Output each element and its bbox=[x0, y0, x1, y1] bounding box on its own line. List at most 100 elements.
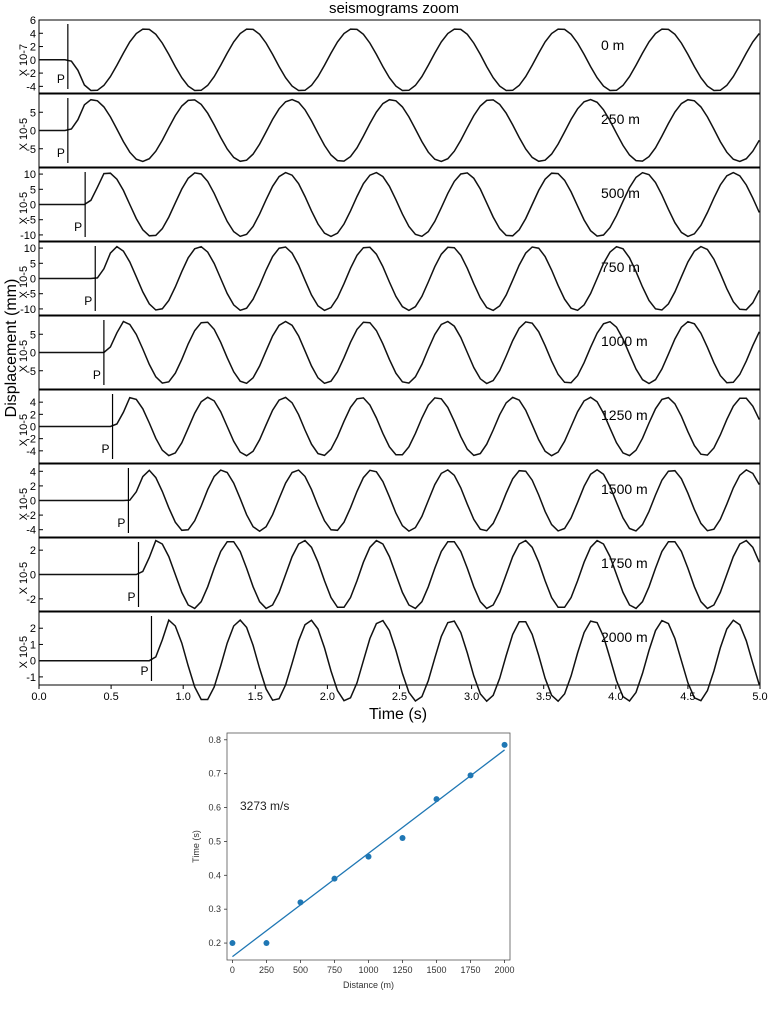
p-pick-label: P bbox=[117, 516, 125, 530]
trace-waveform bbox=[39, 468, 760, 533]
time-axis-tick-label: 3.5 bbox=[536, 691, 551, 703]
traveltime-point bbox=[501, 741, 508, 748]
trace-ytick-label: -4 bbox=[26, 446, 36, 458]
trace-ytick-label: -10 bbox=[20, 304, 36, 316]
trace-panel: -2 0 2X 10-5 1750 m P bbox=[18, 537, 761, 612]
trace-panel: -1 0 1 2X 10-5 2000 m P bbox=[18, 611, 761, 703]
time-tick-label: 0.2 bbox=[208, 938, 221, 948]
trace-ytick-label: -1 bbox=[26, 672, 36, 684]
trace-frame bbox=[38, 19, 761, 94]
traveltime-point bbox=[365, 853, 372, 860]
traveltime-point bbox=[331, 875, 338, 882]
trace-ytick-label: 2 bbox=[30, 409, 36, 421]
displacement-axis-label: Displacement (mm) bbox=[3, 279, 20, 418]
trace-ytick-label: 0 bbox=[30, 200, 36, 212]
time-tick-label: 0.8 bbox=[208, 735, 221, 745]
trace-ytick-label: -5 bbox=[26, 289, 36, 301]
distance-tick-label: 500 bbox=[293, 965, 308, 975]
trace-ytick-label: 5 bbox=[30, 329, 36, 341]
traveltime-point bbox=[297, 899, 304, 906]
trace-ytick-label: 2 bbox=[30, 481, 36, 493]
trace-ytick-label: -2 bbox=[26, 68, 36, 80]
trace-ytick-label: -2 bbox=[26, 510, 36, 522]
traveltime-plot: 0 250 500 750 1000 1250 1500 1750 2000 0.2 0.3 0.4 0… bbox=[191, 732, 515, 990]
time-axis-tick-label: 0.0 bbox=[31, 691, 46, 703]
scatter-frame bbox=[226, 732, 511, 961]
trace-waveform bbox=[39, 320, 760, 385]
distance-tick-label: 2000 bbox=[495, 965, 515, 975]
trace-distance-label: 0 m bbox=[601, 37, 624, 53]
trace-panel: -10 -5 0 5 10 X 10-5 500 m P bbox=[18, 167, 761, 242]
trace-frame bbox=[38, 463, 761, 538]
time-tick-label: 0.5 bbox=[208, 836, 221, 846]
time-axis-tick-label: 0.5 bbox=[103, 691, 118, 703]
distance-axis-label: Distance (m) bbox=[343, 980, 394, 990]
trace-ytick-label: 4 bbox=[30, 28, 36, 40]
p-pick-label: P bbox=[57, 72, 65, 86]
trace-ytick-label: 0 bbox=[30, 274, 36, 286]
time-axis-label: Time (s) bbox=[369, 706, 427, 723]
trace-ytick-label: -5 bbox=[26, 215, 36, 227]
p-pick-label: P bbox=[102, 442, 110, 456]
distance-tick-label: 1750 bbox=[461, 965, 481, 975]
p-pick-label: P bbox=[74, 220, 82, 234]
trace-ytick-label: -5 bbox=[26, 144, 36, 156]
trace-waveform bbox=[39, 396, 760, 457]
trace-scale-label: X 10-5 bbox=[18, 118, 30, 150]
trace-ytick-label: -5 bbox=[26, 366, 36, 378]
time-tick-label: 0.6 bbox=[208, 803, 221, 813]
trace-ytick-label: 2 bbox=[30, 545, 36, 557]
trace-ytick-label: 10 bbox=[24, 243, 36, 255]
trace-scale-label: X 10-5 bbox=[18, 192, 30, 224]
trace-ytick-label: 0 bbox=[30, 570, 36, 582]
trace-ytick-label: 6 bbox=[30, 15, 36, 27]
trace-scale-label: X 10-5 bbox=[18, 414, 30, 446]
trace-ytick-label: 2 bbox=[30, 623, 36, 635]
time-tick-label: 0.4 bbox=[208, 870, 221, 880]
trace-ytick-label: 0 bbox=[30, 656, 36, 668]
trace-ytick-label: 10 bbox=[24, 169, 36, 181]
trace-ytick-label: 2 bbox=[30, 42, 36, 54]
trace-scale-label: X 10-5 bbox=[18, 488, 30, 520]
traveltime-point bbox=[467, 772, 474, 779]
trace-ytick-label: 5 bbox=[30, 258, 36, 270]
velocity-annotation: 3273 m/s bbox=[240, 799, 289, 813]
trace-ytick-label: -4 bbox=[26, 525, 36, 537]
time-axis-tick-label: 1.5 bbox=[248, 691, 263, 703]
trace-ytick-label: 0 bbox=[30, 55, 36, 67]
traveltime-point bbox=[229, 940, 236, 947]
trace-ytick-label: 0 bbox=[30, 422, 36, 434]
trace-ytick-label: 0 bbox=[30, 348, 36, 360]
trace-distance-label: 1750 m bbox=[601, 555, 648, 571]
trace-panel: -5 0 5X 10-5 250 m P bbox=[18, 93, 761, 168]
trace-distance-label: 500 m bbox=[601, 185, 640, 201]
p-pick-label: P bbox=[93, 368, 101, 382]
trace-scale-label: X 10-5 bbox=[18, 340, 30, 372]
trace-waveform bbox=[39, 618, 761, 703]
trace-ytick-label: 0 bbox=[30, 126, 36, 138]
trace-ytick-label: 1 bbox=[30, 639, 36, 651]
trace-distance-label: 1250 m bbox=[601, 407, 648, 423]
trace-waveform bbox=[39, 171, 760, 238]
time-axis-tick-label: 5.0 bbox=[752, 691, 767, 703]
linear-fit-line bbox=[232, 749, 505, 958]
trace-ytick-label: -2 bbox=[26, 594, 36, 606]
time-axis: 0.0 0.5 1.0 1.5 2.0 2.5 3.0 3.5 4.0 4.5 5.0 bbox=[31, 685, 768, 703]
time-axis-tick-label: 1.0 bbox=[176, 691, 191, 703]
time-tick-label: 0.3 bbox=[208, 904, 221, 914]
traveltime-point bbox=[263, 940, 270, 947]
trace-scale-label: X 10-7 bbox=[18, 44, 30, 76]
trace-ytick-label: -4 bbox=[26, 81, 36, 93]
trace-distance-label: 2000 m bbox=[601, 629, 648, 645]
trace-panel: -4-202 46 X 10-7 0 m P bbox=[18, 15, 761, 94]
distance-tick-label: 250 bbox=[259, 965, 274, 975]
trace-ytick-label: -2 bbox=[26, 434, 36, 446]
time-tick-label: 0.7 bbox=[208, 769, 221, 779]
distance-tick-label: 1500 bbox=[427, 965, 447, 975]
trace-ytick-label: 4 bbox=[30, 466, 36, 478]
distance-tick-label: 1000 bbox=[358, 965, 378, 975]
